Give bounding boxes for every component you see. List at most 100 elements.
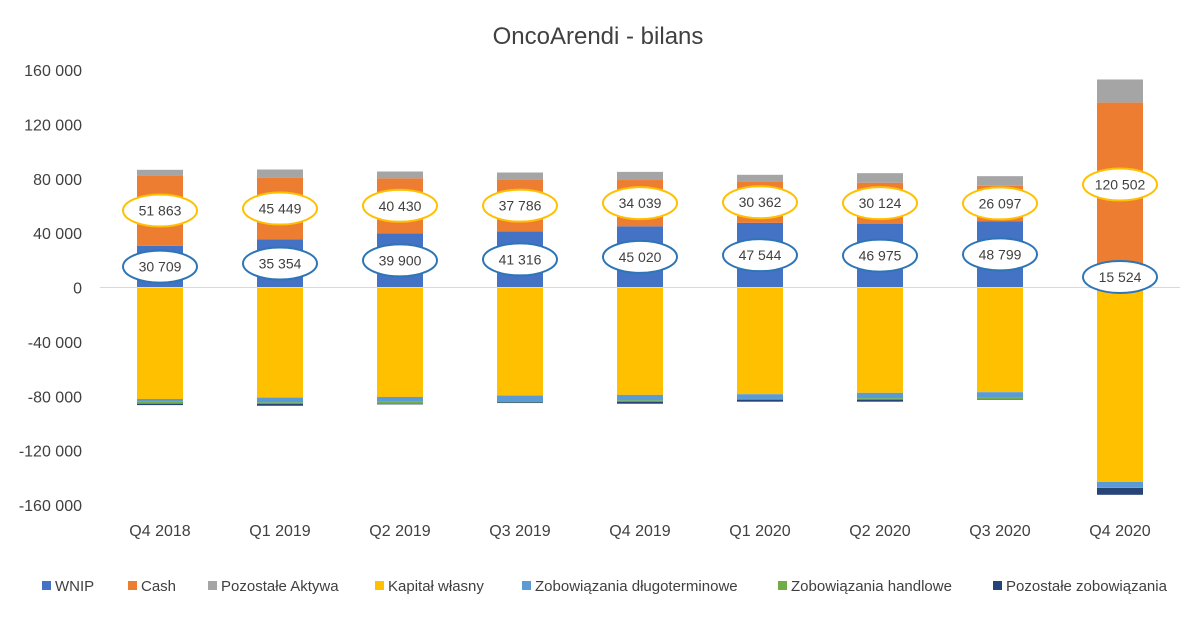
data-label-bubble — [482, 188, 558, 223]
bar-zobowi-zania-d-ugoterminowe-3 — [497, 395, 543, 402]
bar-zobowi-zania-handlowe-4 — [617, 400, 663, 402]
legend-swatch — [208, 581, 217, 590]
data-label-cash-0: 51 863 — [122, 193, 198, 228]
data-label-cash-8: 120 502 — [1082, 167, 1158, 202]
bar-pozosta-e-zobowi-zania-0 — [137, 403, 183, 406]
data-label-bubble — [362, 188, 438, 223]
legend-item-cash: Cash — [128, 578, 176, 595]
y-tick-label: 40 000 — [33, 226, 82, 243]
data-label-wnip-1: 35 354 — [242, 246, 318, 281]
bar-zobowi-zania-d-ugoterminowe-0 — [137, 398, 183, 402]
data-label-wnip-5: 47 544 — [722, 238, 798, 273]
data-label-text: 26 097 — [979, 195, 1022, 211]
y-tick-label: -40 000 — [28, 335, 82, 352]
data-label-wnip-2: 39 900 — [362, 243, 438, 278]
bar-pozosta-e-aktywa-0 — [137, 169, 183, 176]
data-label-bubble — [722, 185, 798, 220]
legend-item-zobowi-zania-handlowe: Zobowiązania handlowe — [778, 578, 952, 595]
data-label-cash-4: 34 039 — [602, 186, 678, 221]
bar-pozosta-e-zobowi-zania-4 — [617, 401, 663, 404]
bar-pozosta-e-zobowi-zania-5 — [737, 399, 783, 402]
data-label-text: 120 502 — [1095, 176, 1146, 192]
bar-pozosta-e-aktywa-2 — [377, 171, 423, 179]
bar-pozosta-e-zobowi-zania-6 — [857, 399, 903, 402]
data-label-bubble — [122, 249, 198, 284]
bar-zobowi-zania-handlowe-1 — [257, 402, 303, 404]
y-axis: 160 000 120 000 80 000 40 000 0 -40 000 -80 00… — [19, 63, 82, 515]
legend-swatch — [42, 581, 51, 590]
data-label-bubble — [722, 238, 798, 273]
data-label-cash-1: 45 449 — [242, 191, 318, 226]
legend-label: Cash — [141, 578, 176, 595]
legend-item-pozosta-e-aktywa: Pozostałe Aktywa — [208, 578, 339, 595]
data-label-bubble — [1082, 167, 1158, 202]
legend-swatch — [375, 581, 384, 590]
data-label-text: 41 316 — [499, 251, 542, 267]
legend-item-zobowi-zania-d-ugoterminowe: Zobowiązania długoterminowe — [522, 578, 738, 595]
data-label-text: 35 354 — [259, 255, 302, 271]
data-label-text: 30 709 — [139, 259, 182, 275]
data-label-bubble — [242, 246, 318, 281]
data-label-wnip-7: 48 799 — [962, 237, 1038, 272]
bar-pozosta-e-zobowi-zania-7 — [977, 398, 1023, 400]
bar-zobowi-zania-d-ugoterminowe-7 — [977, 392, 1023, 398]
bar-pozosta-e-zobowi-zania-2 — [377, 403, 423, 405]
bar-zobowi-zania-handlowe-0 — [137, 401, 183, 404]
data-labels: 30 709 51 863 35 354 45 449 39 900 40 430 41 3… — [122, 167, 1158, 294]
legend-swatch — [128, 581, 137, 590]
bar-zobowi-zania-handlowe-3 — [497, 401, 543, 403]
x-tick-label: Q2 2019 — [369, 523, 430, 540]
data-label-wnip-0: 30 709 — [122, 249, 198, 284]
y-tick-label: -80 000 — [28, 389, 82, 406]
bar-zobowi-zania-handlowe-2 — [377, 401, 423, 404]
bar-zobowi-zania-d-ugoterminowe-1 — [257, 397, 303, 403]
y-tick-label: 120 000 — [24, 117, 82, 134]
bar-kapita-w-asny-0 — [137, 287, 183, 399]
x-tick-label: Q2 2020 — [849, 523, 910, 540]
y-tick-label: 0 — [73, 281, 82, 298]
bar-zobowi-zania-d-ugoterminowe-4 — [617, 394, 663, 401]
y-tick-label: -160 000 — [19, 498, 82, 515]
data-label-cash-5: 30 362 — [722, 185, 798, 220]
data-label-text: 51 863 — [139, 203, 182, 219]
data-label-wnip-4: 45 020 — [602, 239, 678, 274]
bar-kapita-w-asny-5 — [737, 287, 783, 395]
bar-zobowi-zania-d-ugoterminowe-5 — [737, 394, 783, 399]
bar-pozosta-e-aktywa-3 — [497, 172, 543, 180]
bar-pozosta-e-zobowi-zania-8 — [1097, 488, 1143, 495]
legend-label: Pozostałe Aktywa — [221, 578, 339, 595]
data-label-text: 39 900 — [379, 252, 422, 268]
bar-pozosta-e-aktywa-6 — [857, 173, 903, 183]
data-label-text: 48 799 — [979, 246, 1022, 262]
bar-pozosta-e-zobowi-zania-1 — [257, 403, 303, 406]
data-label-bubble — [842, 186, 918, 221]
bar-zobowi-zania-handlowe-7 — [977, 397, 1023, 399]
x-tick-label: Q1 2020 — [729, 523, 790, 540]
bar-pozosta-e-zobowi-zania-3 — [497, 402, 543, 404]
bar-pozosta-e-aktywa-1 — [257, 169, 303, 178]
data-label-cash-2: 40 430 — [362, 188, 438, 223]
data-label-bubble — [122, 193, 198, 228]
data-label-text: 45 449 — [259, 201, 302, 217]
legend-label: Zobowiązania długoterminowe — [535, 578, 738, 595]
legend-label: WNIP — [55, 578, 94, 595]
x-tick-label: Q4 2020 — [1089, 523, 1150, 540]
data-label-bubble — [242, 191, 318, 226]
data-label-bubble — [482, 242, 558, 277]
data-label-wnip-3: 41 316 — [482, 242, 558, 277]
legend: WNIP Cash Pozostałe Aktywa Kapitał własny Zo… — [42, 578, 1168, 595]
data-label-cash-3: 37 786 — [482, 188, 558, 223]
legend-label: Zobowiązania handlowe — [791, 578, 952, 595]
bar-pozosta-e-aktywa-8 — [1097, 79, 1143, 103]
data-label-text: 45 020 — [619, 249, 662, 265]
bar-kapita-w-asny-2 — [377, 287, 423, 397]
chart-title: OncoArendi - bilans — [493, 23, 704, 50]
data-label-text: 40 430 — [379, 198, 422, 214]
data-label-bubble — [362, 243, 438, 278]
legend-item-kapita-w-asny: Kapitał własny — [375, 578, 484, 595]
legend-swatch — [993, 581, 1002, 590]
bar-pozosta-e-aktywa-7 — [977, 176, 1023, 186]
bar-kapita-w-asny-4 — [617, 287, 663, 395]
legend-item-pozosta-e-zobowi-zania: Pozostałe zobowiązania — [993, 578, 1168, 595]
